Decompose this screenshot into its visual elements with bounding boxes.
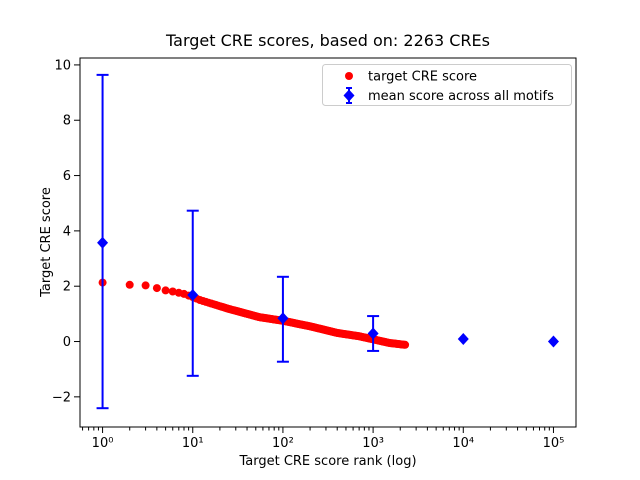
svg-text:10: 10 [54, 58, 71, 73]
svg-text:8: 8 [63, 114, 71, 129]
legend-marker-circle [345, 72, 353, 80]
legend-errorbar-marker [343, 87, 355, 104]
svg-text:2: 2 [63, 280, 71, 295]
svg-text:10⁰: 10⁰ [92, 436, 114, 451]
legend: target CRE score mean score across all m… [322, 64, 572, 106]
svg-text:10⁴: 10⁴ [452, 436, 474, 451]
svg-text:6: 6 [63, 169, 71, 184]
svg-text:−2: −2 [52, 390, 71, 405]
svg-text:10²: 10² [272, 436, 294, 451]
legend-label-target: target CRE score [368, 70, 477, 85]
red-scatter-series [98, 278, 410, 349]
axis-ticks: −2 0 2 4 6 8 10 10⁰ 10¹ 10² 10³ 10⁴ 10⁵ [52, 58, 565, 451]
y-axis-label: Target CRE score [39, 187, 54, 298]
svg-text:10⁵: 10⁵ [543, 436, 565, 451]
svg-text:10³: 10³ [362, 436, 384, 451]
svg-text:0: 0 [63, 335, 71, 350]
legend-marker-diamond [343, 89, 355, 102]
legend-box [322, 64, 572, 106]
x-axis-label: Target CRE score rank (log) [238, 454, 416, 469]
chart-title: Target CRE scores, based on: 2263 CREs [165, 31, 490, 50]
plot-area [79, 57, 577, 428]
blue-errorbar-series [96, 73, 559, 410]
legend-label-mean: mean score across all motifs [368, 89, 554, 104]
svg-text:10¹: 10¹ [182, 436, 204, 451]
svg-text:4: 4 [63, 224, 71, 239]
